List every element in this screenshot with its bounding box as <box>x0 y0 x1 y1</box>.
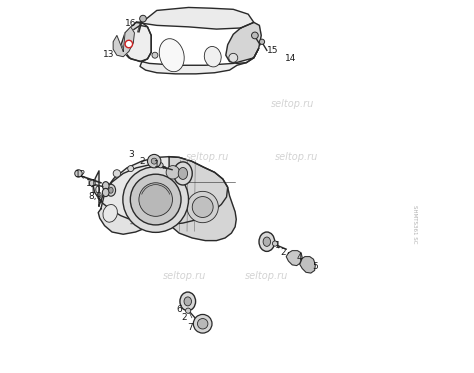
Circle shape <box>151 158 157 164</box>
Circle shape <box>139 183 173 216</box>
Polygon shape <box>93 157 228 225</box>
Circle shape <box>130 174 181 225</box>
Polygon shape <box>123 25 259 74</box>
Text: 15: 15 <box>267 46 278 55</box>
Text: 3: 3 <box>128 150 134 159</box>
Polygon shape <box>300 257 315 273</box>
Text: 6: 6 <box>176 305 182 314</box>
Polygon shape <box>121 22 151 62</box>
Ellipse shape <box>102 188 109 197</box>
Polygon shape <box>169 157 236 241</box>
Circle shape <box>147 154 161 168</box>
Circle shape <box>185 308 191 313</box>
Text: 8,9: 8,9 <box>88 192 102 201</box>
Text: seltop.ru: seltop.ru <box>271 100 315 109</box>
Circle shape <box>192 197 213 217</box>
Ellipse shape <box>159 39 184 72</box>
Ellipse shape <box>263 237 271 246</box>
Circle shape <box>187 191 219 223</box>
Polygon shape <box>226 22 261 63</box>
Polygon shape <box>137 7 254 29</box>
Circle shape <box>89 180 95 186</box>
Text: seltop.ru: seltop.ru <box>163 271 206 281</box>
Circle shape <box>259 39 264 44</box>
Text: 14: 14 <box>285 54 297 63</box>
Ellipse shape <box>204 47 221 67</box>
Text: 13: 13 <box>102 50 114 59</box>
Text: 7: 7 <box>188 323 193 332</box>
Ellipse shape <box>103 204 118 222</box>
Text: 2: 2 <box>281 248 286 257</box>
Polygon shape <box>113 27 135 57</box>
Ellipse shape <box>102 182 109 190</box>
Circle shape <box>273 241 278 246</box>
Circle shape <box>123 167 189 232</box>
Ellipse shape <box>259 232 274 251</box>
Text: SHMTS361 SC: SHMTS361 SC <box>412 204 417 243</box>
Text: 1: 1 <box>154 160 160 169</box>
Circle shape <box>198 319 208 329</box>
Text: 16: 16 <box>125 19 137 28</box>
Ellipse shape <box>184 297 191 306</box>
Polygon shape <box>98 165 169 234</box>
Ellipse shape <box>109 187 113 193</box>
Text: seltop.ru: seltop.ru <box>185 152 229 162</box>
Circle shape <box>140 15 146 22</box>
Circle shape <box>125 40 133 48</box>
Circle shape <box>166 166 180 179</box>
Text: 4: 4 <box>297 253 302 262</box>
Ellipse shape <box>173 162 192 185</box>
Circle shape <box>128 166 134 172</box>
Circle shape <box>75 170 82 177</box>
Polygon shape <box>286 251 302 266</box>
Text: 12: 12 <box>74 170 86 179</box>
Text: seltop.ru: seltop.ru <box>245 271 289 281</box>
Ellipse shape <box>106 184 116 196</box>
Text: 1: 1 <box>275 241 281 250</box>
Circle shape <box>158 163 163 168</box>
Circle shape <box>252 32 258 39</box>
Circle shape <box>113 170 120 177</box>
Ellipse shape <box>178 167 188 179</box>
Text: 2: 2 <box>181 313 187 322</box>
Circle shape <box>229 53 238 62</box>
Ellipse shape <box>180 292 196 311</box>
Text: seltop.ru: seltop.ru <box>275 152 319 162</box>
Text: 5: 5 <box>312 262 318 271</box>
Circle shape <box>152 52 158 58</box>
Text: 10: 10 <box>90 186 101 195</box>
Circle shape <box>193 314 212 333</box>
Text: 11: 11 <box>86 179 97 188</box>
Text: 2: 2 <box>139 157 145 166</box>
